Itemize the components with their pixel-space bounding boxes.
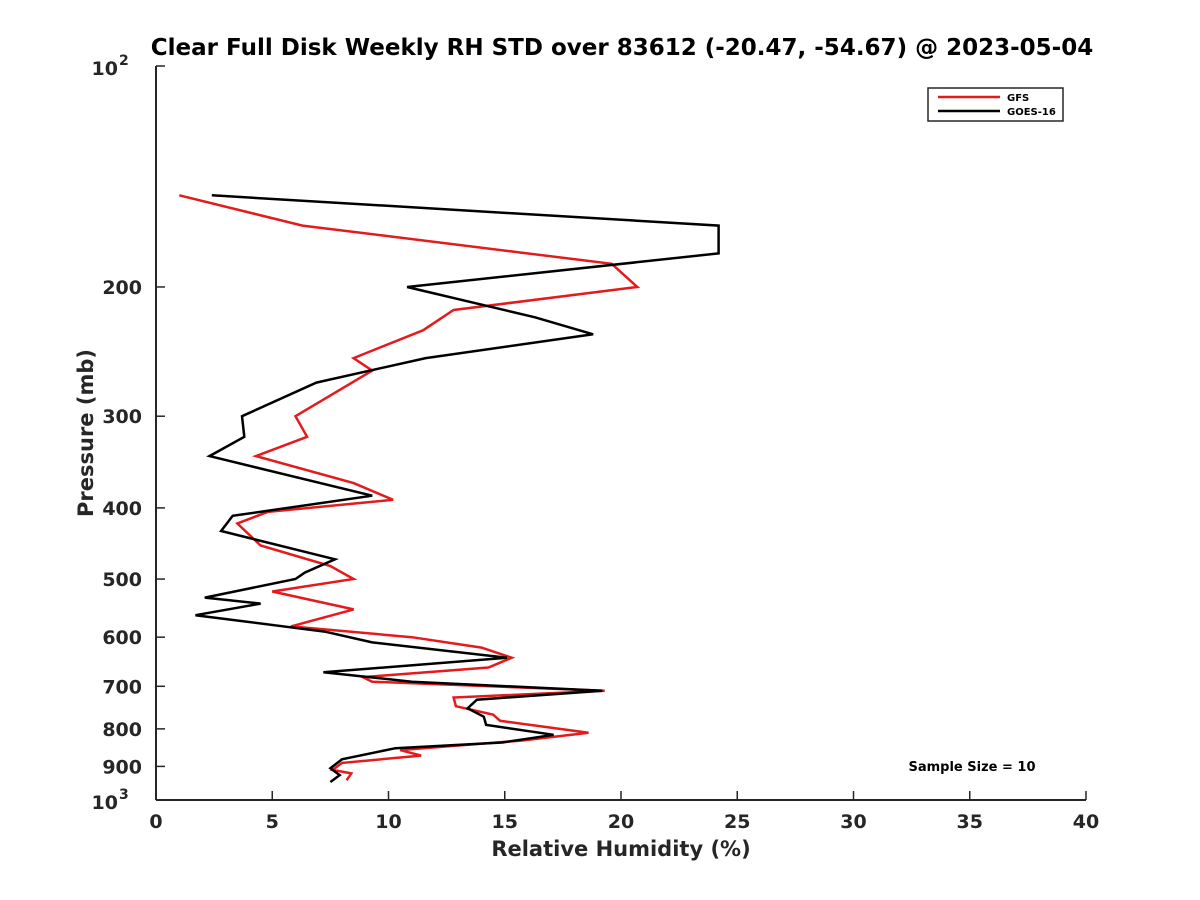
y-tick-exponent: 3 (119, 787, 129, 803)
y-tick-exponent: 2 (119, 53, 129, 69)
y-tick-label: 800 (102, 719, 142, 741)
x-tick-label: 15 (492, 811, 518, 833)
x-tick-label: 0 (149, 811, 162, 833)
y-tick-label: 400 (102, 498, 142, 520)
x-tick-label: 30 (840, 811, 866, 833)
legend: GFS GOES-16 (927, 87, 1064, 122)
series-line-goes-16 (195, 194, 720, 784)
sample-size-annotation: Sample Size = 10 (908, 760, 1035, 775)
y-tick-label: 500 (102, 569, 142, 591)
y-axis-label: Pressure (mb) (74, 349, 98, 517)
legend-box (927, 87, 1064, 122)
x-ticks: 0 5 10 15 20 25 30 35 40 (149, 791, 1099, 833)
x-tick-label: 20 (608, 811, 634, 833)
x-tick-label: 40 (1073, 811, 1099, 833)
x-tick-label: 10 (375, 811, 401, 833)
series-layer (179, 194, 720, 784)
y-tick-label: 200 (102, 277, 142, 299)
x-tick-label: 35 (957, 811, 983, 833)
y-tick-label: 900 (102, 756, 142, 778)
y-tick-label: 600 (102, 627, 142, 649)
chart-title: Clear Full Disk Weekly RH STD over 83612… (151, 35, 1093, 61)
x-tick-label: 5 (266, 811, 279, 833)
plot-area (179, 194, 720, 784)
legend-label-goes16: GOES-16 (1007, 107, 1056, 118)
legend-label-gfs: GFS (1007, 93, 1029, 104)
y-tick-label: 300 (102, 406, 142, 428)
x-tick-label: 25 (724, 811, 750, 833)
series-line-gfs (179, 194, 641, 782)
y-tick-label: 10 (92, 58, 118, 80)
x-axis-label: Relative Humidity (%) (491, 837, 750, 861)
y-tick-label: 700 (102, 676, 142, 698)
y-tick-label: 10 (92, 792, 118, 814)
